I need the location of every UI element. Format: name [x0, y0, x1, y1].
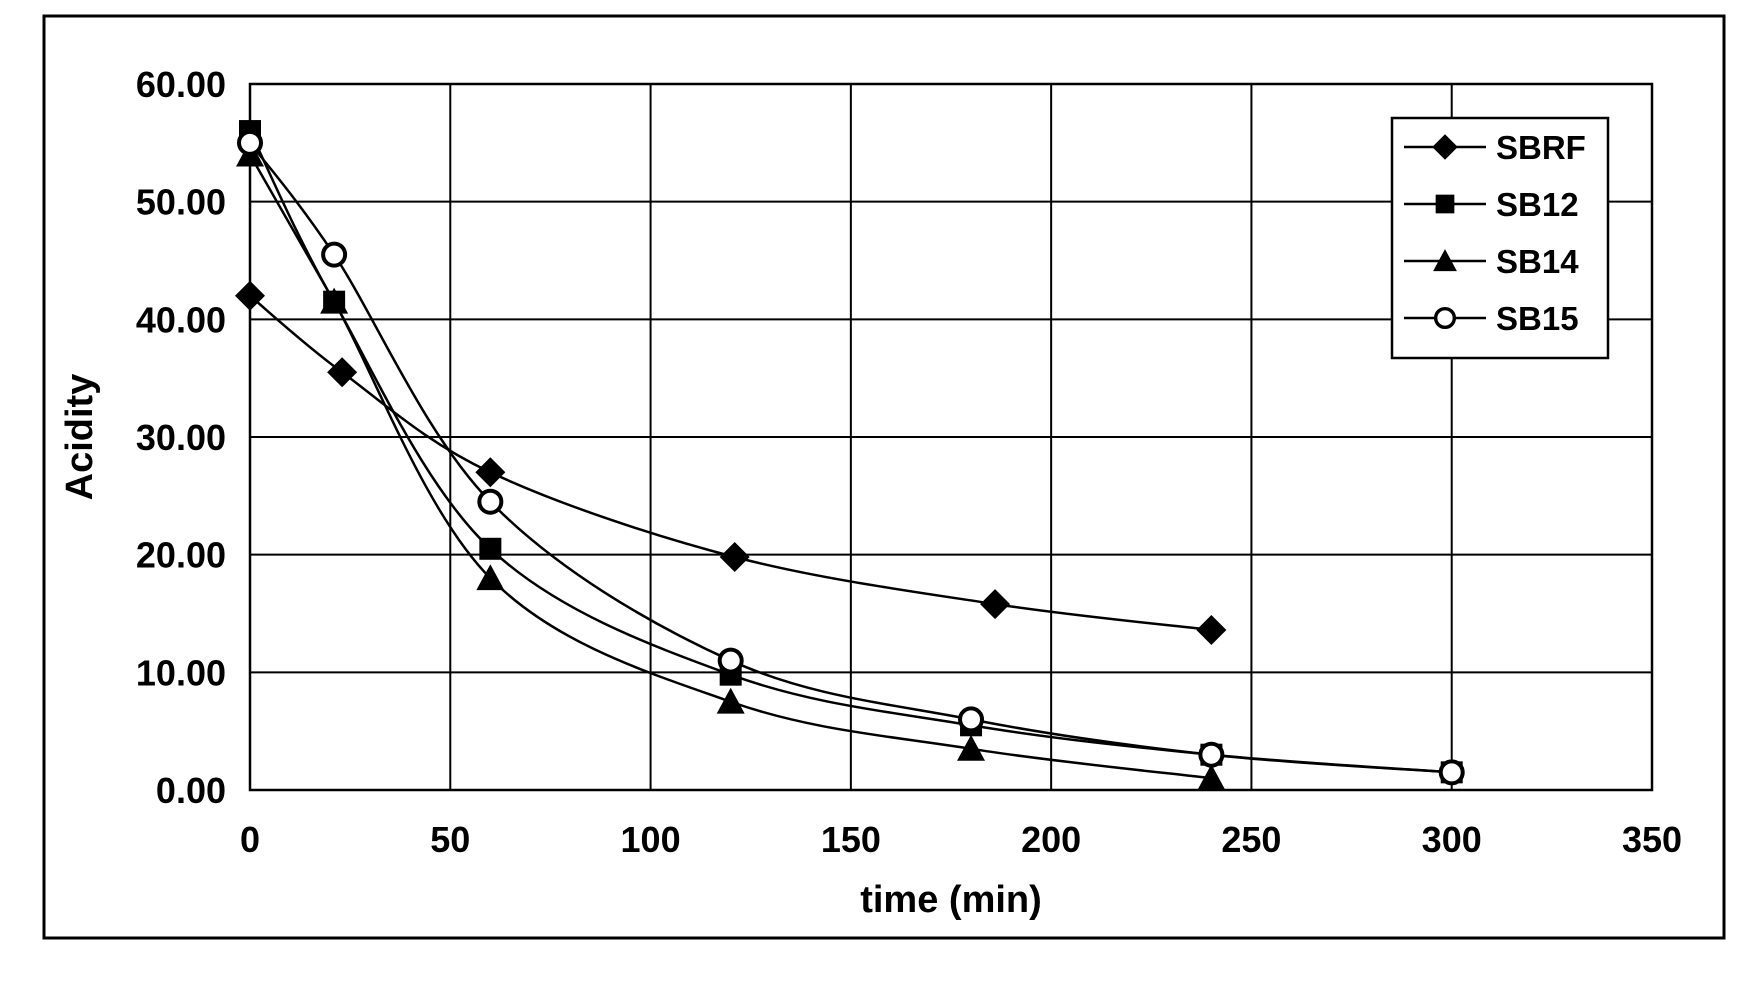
y-tick-label: 10.00 — [136, 652, 226, 693]
y-tick-label: 40.00 — [136, 299, 226, 340]
data-point-sb15 — [477, 488, 504, 515]
y-tick-label: 30.00 — [136, 417, 226, 458]
y-tick-label: 20.00 — [136, 535, 226, 576]
data-point-sbrf — [327, 357, 358, 388]
x-tick-label: 350 — [1622, 819, 1682, 860]
legend-marker-sb15 — [1433, 306, 1457, 330]
legend-label-sb15: SB15 — [1496, 300, 1579, 337]
series-markers — [235, 120, 1465, 791]
y-axis-label: Acidity — [59, 374, 101, 501]
x-tick-label: 250 — [1221, 819, 1281, 860]
data-point-sb12 — [479, 537, 502, 560]
x-tick-label: 300 — [1422, 819, 1482, 860]
data-point-sbrf — [235, 280, 265, 311]
x-tick-label: 0 — [240, 819, 260, 860]
legend-entry-sb15: SB15 — [1404, 300, 1579, 337]
y-tick-label: 50.00 — [136, 182, 226, 223]
x-tick-label: 50 — [430, 819, 470, 860]
legend-marker-sb12 — [1435, 194, 1455, 214]
data-point-sb15 — [1438, 759, 1465, 786]
legend-entry-sb12: SB12 — [1404, 186, 1579, 223]
x-tick-label: 150 — [821, 819, 881, 860]
x-tick-label: 200 — [1021, 819, 1081, 860]
data-point-sb15 — [958, 706, 985, 733]
data-point-sbrf — [980, 589, 1011, 620]
x-tick-label: 100 — [621, 819, 681, 860]
legend-marker-sbrf — [1432, 134, 1458, 160]
legend: SBRF SB12 SB14 SB15 — [1390, 116, 1610, 360]
data-point-sb15 — [717, 647, 744, 674]
legend-marker-sb14 — [1433, 249, 1457, 272]
tick-labels: 0 50 100 150 200 250 300 350 0.00 10.00 20.00 30.00… — [136, 64, 1682, 860]
legend-label-sb12: SB12 — [1496, 186, 1579, 223]
data-point-sb14 — [1197, 764, 1226, 791]
data-point-sb14 — [476, 564, 505, 591]
data-point-sb14 — [320, 287, 349, 314]
legend-entry-sb14: SB14 — [1404, 243, 1579, 280]
data-point-sbrf — [719, 542, 750, 573]
data-point-sb14 — [716, 687, 745, 714]
data-point-sb15 — [237, 129, 263, 156]
y-tick-label: 60.00 — [136, 64, 226, 105]
data-point-sbrf — [475, 457, 506, 488]
data-point-sb14 — [957, 734, 986, 761]
data-point-sb15 — [1198, 741, 1225, 768]
x-axis-label: time (min) — [860, 879, 1042, 921]
legend-label-sbrf: SBRF — [1496, 129, 1586, 166]
y-tick-label: 0.00 — [156, 770, 226, 811]
legend-label-sb14: SB14 — [1496, 243, 1579, 280]
legend-entry-sbrf: SBRF — [1404, 129, 1586, 166]
data-point-sb15 — [321, 241, 348, 268]
data-point-sbrf — [1196, 614, 1227, 645]
